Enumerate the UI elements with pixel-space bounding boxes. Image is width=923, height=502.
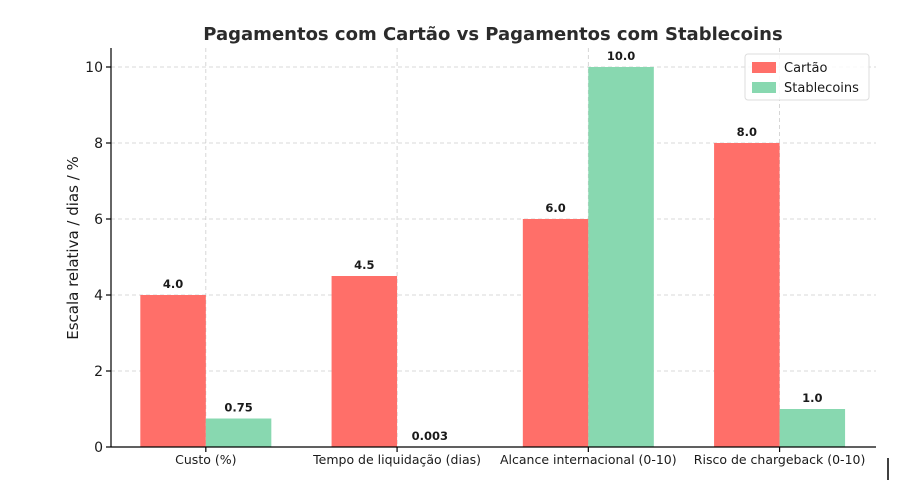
bar-stablecoins-1: [205, 418, 272, 447]
legend-label: Cartão: [784, 61, 827, 76]
data-label: 4.5: [354, 258, 374, 272]
x-tick-label: Alcance internacional (0-10): [500, 452, 677, 467]
y-tick-label: 6: [94, 212, 103, 228]
data-label: 10.0: [607, 49, 635, 63]
data-label: 8.0: [737, 125, 757, 139]
bar-cartão-4: [714, 143, 780, 447]
y-tick-label: 0: [94, 440, 103, 456]
y-tick-label: 8: [94, 136, 103, 152]
x-tick-label: Tempo de liquidação (dias): [312, 452, 481, 467]
y-tick-label: 2: [94, 364, 103, 380]
bar-cartão-3: [522, 219, 589, 447]
legend: Cartão Stablecoins: [744, 53, 870, 101]
bar-cartão-1: [140, 295, 206, 447]
bar-stablecoins-4: [779, 409, 846, 447]
legend-swatch-stablecoins: [752, 82, 776, 93]
bar-cartão-2: [331, 276, 398, 447]
data-label: 1.0: [802, 391, 822, 405]
y-tick-label: 4: [94, 288, 103, 304]
legend-swatch-cartão: [752, 62, 776, 73]
data-label: 4.0: [163, 277, 183, 291]
bar-stablecoins-3: [588, 67, 654, 447]
legend-label: Stablecoins: [784, 81, 859, 96]
x-tick-label: Custo (%): [175, 452, 236, 467]
axes: 0 2 4 6 8 10 Custo (%) Tempo de liquidação (dia…: [85, 48, 876, 467]
data-label: 0.003: [412, 429, 448, 443]
data-label: 0.75: [224, 401, 252, 415]
data-label: 6.0: [545, 201, 565, 215]
x-tick-label: Risco de chargeback (0-10): [694, 452, 866, 467]
data-labels: 4.0 4.5 6.0 8.0 0.75 0.003 10.0 1.0: [163, 49, 823, 443]
y-tick-label: 10: [85, 60, 103, 76]
y-axis-label: Escala relativa / dias / %: [64, 156, 82, 340]
chart-title: Pagamentos com Cartão vs Pagamentos com …: [203, 24, 782, 45]
bars: [140, 67, 846, 447]
